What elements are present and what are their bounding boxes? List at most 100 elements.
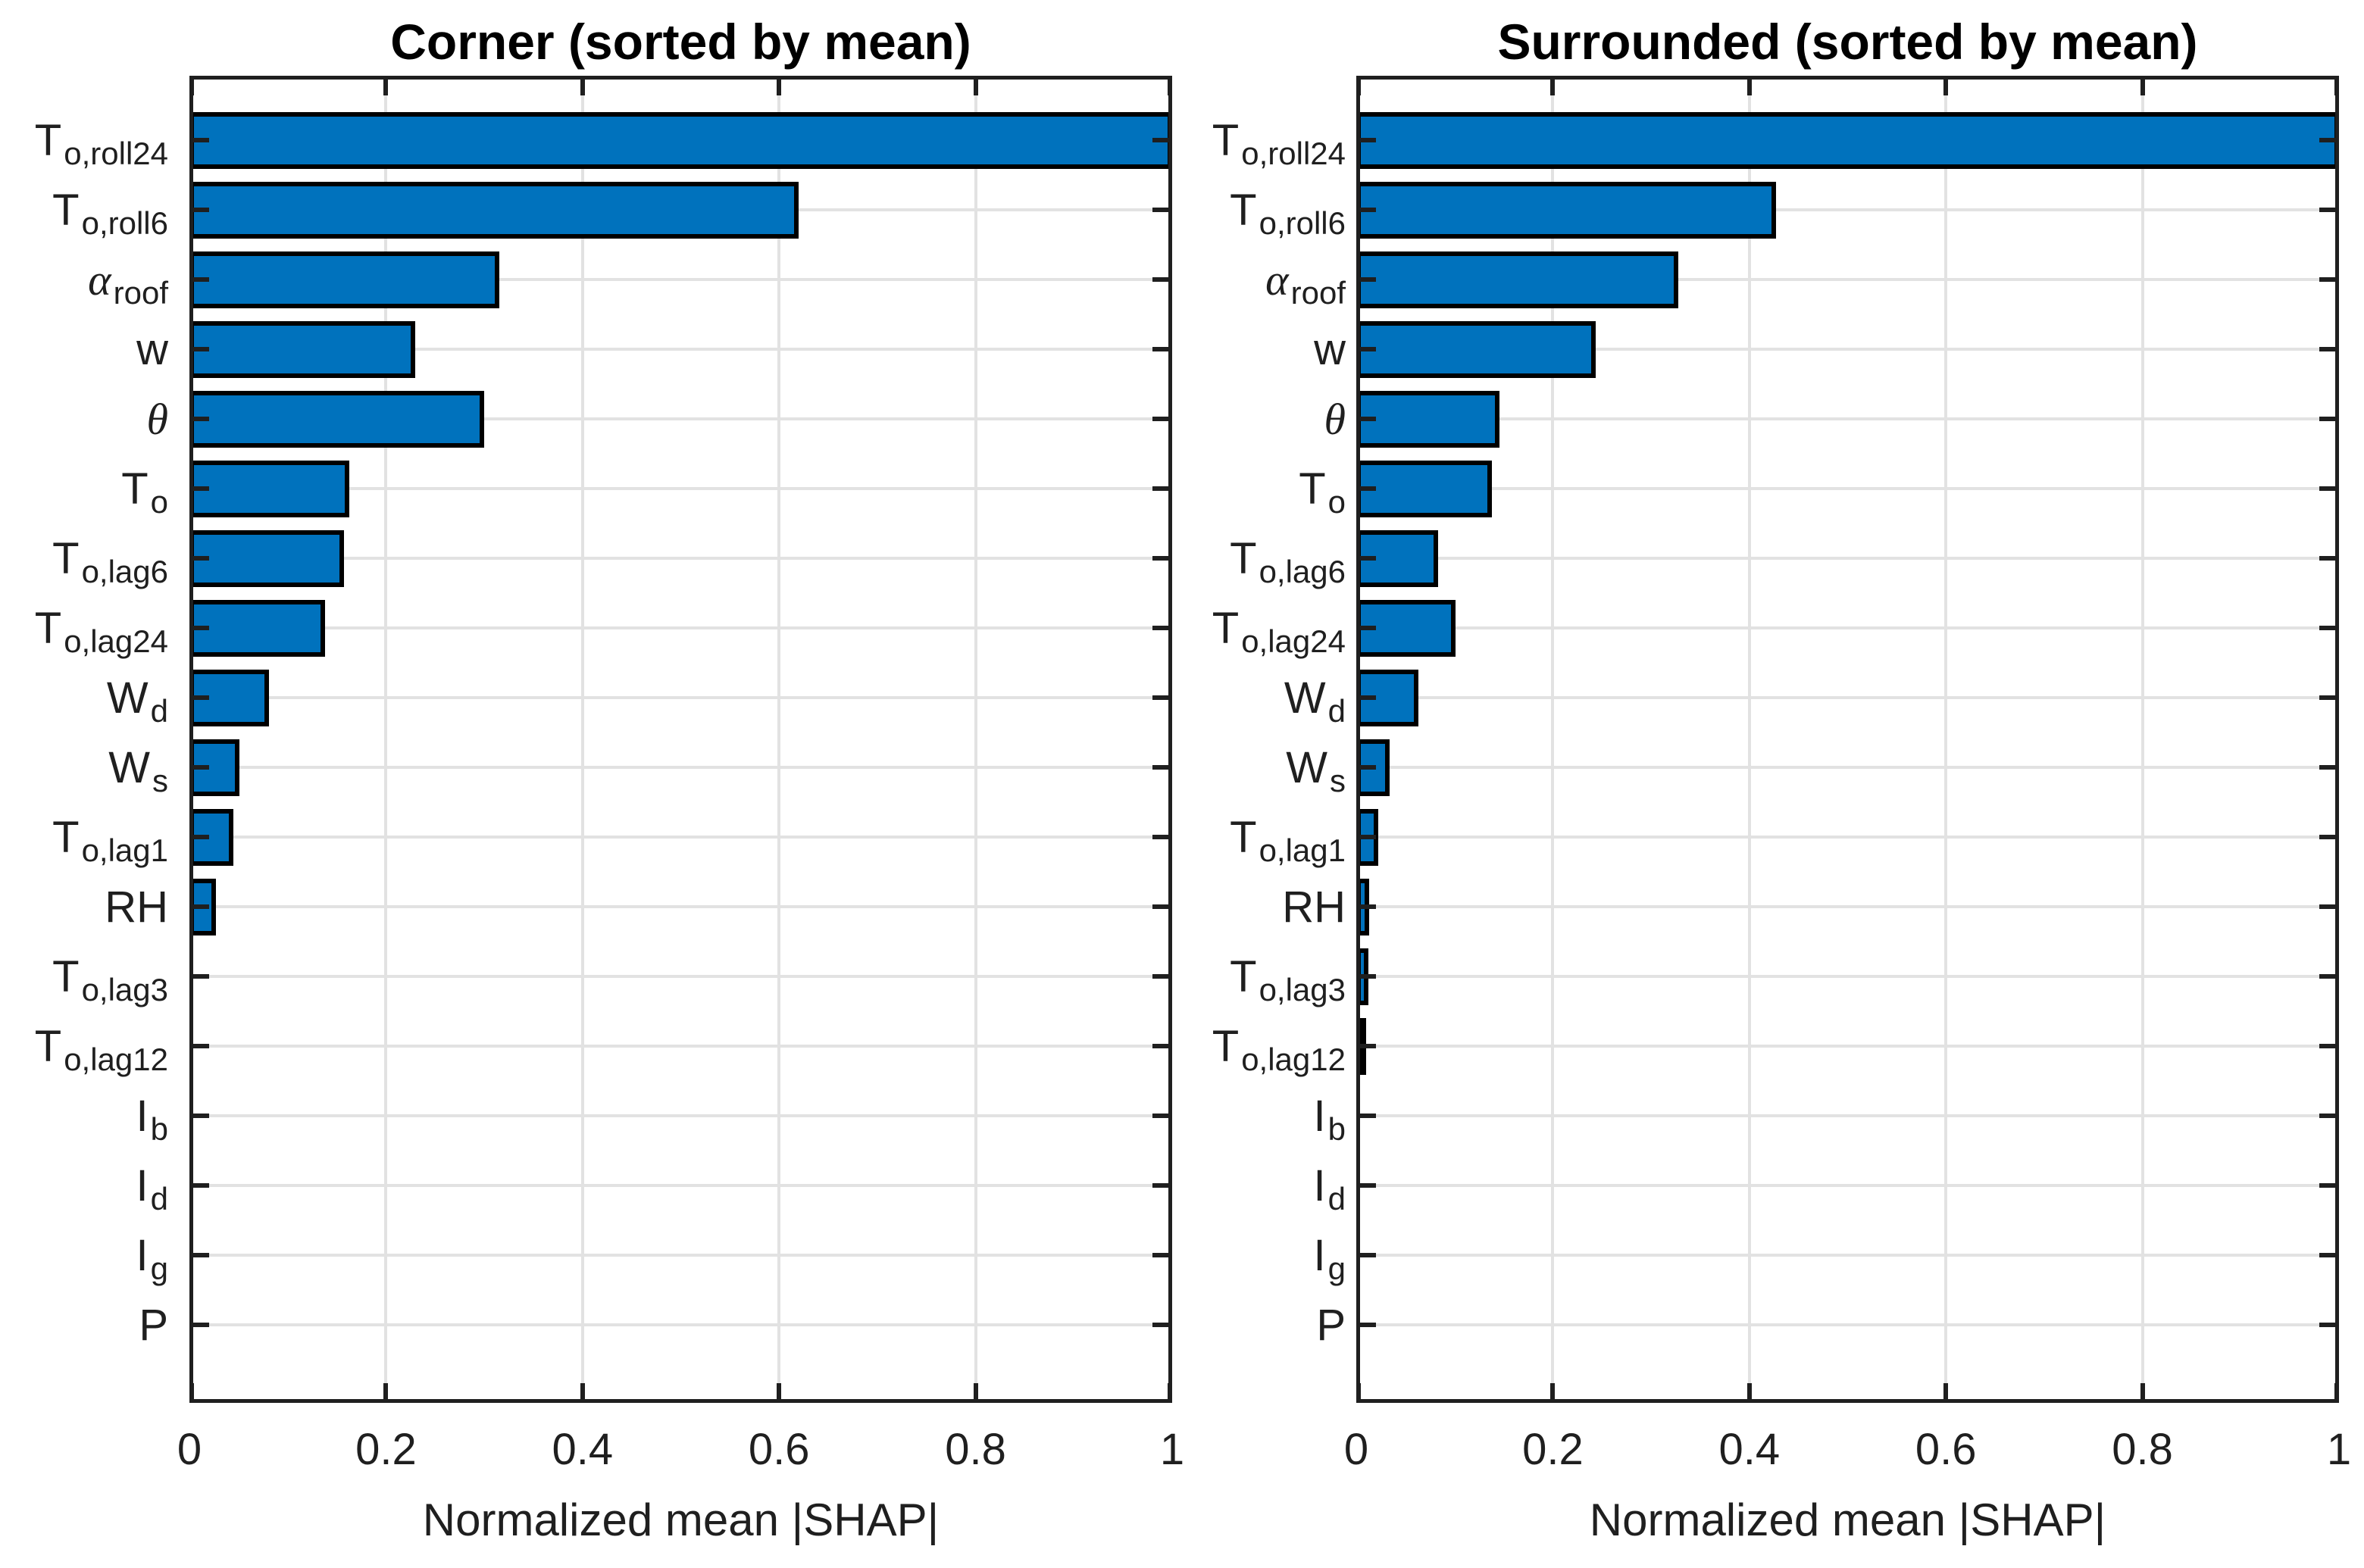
y-tick-right — [2319, 208, 2339, 212]
x-tick-bottom — [973, 1383, 978, 1403]
y-label-P: P — [139, 1290, 179, 1360]
y-tick-left — [189, 486, 209, 491]
y-label-subscript: o,lag1 — [81, 832, 168, 868]
y-tick-left — [1356, 1183, 1376, 1188]
y-tick-right — [1152, 1183, 1172, 1188]
x-tick-label: 0.4 — [1718, 1425, 1781, 1474]
plot-area-surrounded — [1356, 76, 2339, 1403]
y-tick-right — [2319, 138, 2339, 142]
grid-line-x — [580, 76, 584, 1403]
y-label-subscript: o,lag3 — [1259, 971, 1346, 1007]
y-tick-left — [189, 1044, 209, 1048]
y-label-subscript: g — [150, 1250, 168, 1286]
y-label-main: T — [52, 951, 80, 1001]
bar-w — [189, 320, 416, 378]
y-label-main: θ — [146, 394, 169, 444]
y-label-subscript: d — [1327, 1180, 1346, 1217]
grid-line-y — [1356, 905, 2339, 908]
y-tick-right — [2319, 556, 2339, 561]
y-label-subscript: o,lag6 — [81, 553, 168, 589]
y-tick-left — [189, 835, 209, 839]
y-label-alpha_{roof}: α roof — [1265, 245, 1356, 314]
y-label-w: w — [136, 314, 179, 384]
y-label-main: T — [52, 533, 80, 583]
x-tick-bottom — [777, 1383, 782, 1403]
grid-line-y — [189, 836, 1172, 839]
y-label-subscript: o — [150, 483, 168, 520]
y-label-alpha_{roof}: α roof — [88, 245, 179, 314]
y-tick-left — [1356, 486, 1376, 491]
y-label-main: P — [1316, 1300, 1346, 1350]
y-label-main: T — [52, 812, 80, 862]
y-tick-right — [2319, 417, 2339, 421]
y-label-theta: θ — [147, 384, 180, 454]
y-tick-right — [2319, 1253, 2339, 1257]
y-label-subscript: o,lag24 — [64, 623, 168, 659]
x-tick-label: 0.6 — [1915, 1425, 1977, 1474]
y-tick-left — [189, 974, 209, 979]
y-label-main: θ — [1324, 394, 1346, 444]
grid-line-y — [189, 766, 1172, 769]
grid-line-y — [1356, 975, 2339, 978]
x-tick-top — [1746, 76, 1752, 95]
y-label-main: I — [1313, 1091, 1326, 1141]
x-tick-top — [777, 76, 782, 95]
bar-T_{o,roll24} — [1356, 111, 2339, 169]
grid-line-y — [189, 1184, 1172, 1187]
y-label-main: α — [1265, 255, 1289, 305]
grid-line-y — [1356, 1045, 2339, 1048]
y-tick-left — [1356, 765, 1376, 770]
y-tick-left — [1356, 904, 1376, 909]
y-label-main: T — [1299, 464, 1326, 514]
y-tick-right — [1152, 835, 1172, 839]
x-tick-label: 0 — [1343, 1425, 1369, 1474]
y-label-main: W — [1284, 673, 1326, 723]
bar-T_{o} — [1356, 460, 1492, 517]
grid-line-y — [189, 696, 1172, 699]
y-tick-right — [1152, 695, 1172, 700]
grid-line-x — [974, 76, 977, 1403]
grid-line-y — [1356, 1323, 2339, 1326]
y-label-RH: RH — [1282, 872, 1356, 942]
y-label-main: RH — [105, 882, 168, 932]
y-tick-right — [1152, 904, 1172, 909]
grid-line-y — [1356, 348, 2339, 351]
x-tick-bottom — [383, 1383, 389, 1403]
x-tick-label: 0.2 — [355, 1425, 417, 1474]
y-tick-right — [1152, 1253, 1172, 1257]
y-tick-right — [2319, 277, 2339, 282]
y-tick-left — [189, 556, 209, 561]
grid-line-y — [189, 278, 1172, 281]
y-label-main: T — [1212, 1021, 1240, 1071]
y-tick-right — [2319, 904, 2339, 909]
y-tick-right — [1152, 1044, 1172, 1048]
y-label-P: P — [1316, 1290, 1356, 1360]
plot-area-corner — [189, 76, 1172, 1403]
y-label-subscript: o,lag12 — [64, 1041, 168, 1077]
y-label-main: T — [52, 185, 80, 235]
y-tick-left — [1356, 417, 1376, 421]
x-tick-top — [2334, 76, 2339, 95]
y-label-subscript: o,lag6 — [1259, 553, 1346, 589]
grid-line-x — [1551, 76, 1555, 1403]
y-tick-right — [1152, 138, 1172, 142]
y-label-main: T — [34, 1021, 62, 1071]
bar-T_{o,lag6} — [189, 529, 344, 587]
y-tick-left — [189, 1323, 209, 1327]
bar-T_{o,roll6} — [1356, 181, 1776, 239]
grid-line-y — [1356, 696, 2339, 699]
grid-line-x — [1944, 76, 1948, 1403]
y-label-main: W — [106, 673, 149, 723]
y-tick-right — [2319, 347, 2339, 351]
grid-line-y — [189, 348, 1172, 351]
